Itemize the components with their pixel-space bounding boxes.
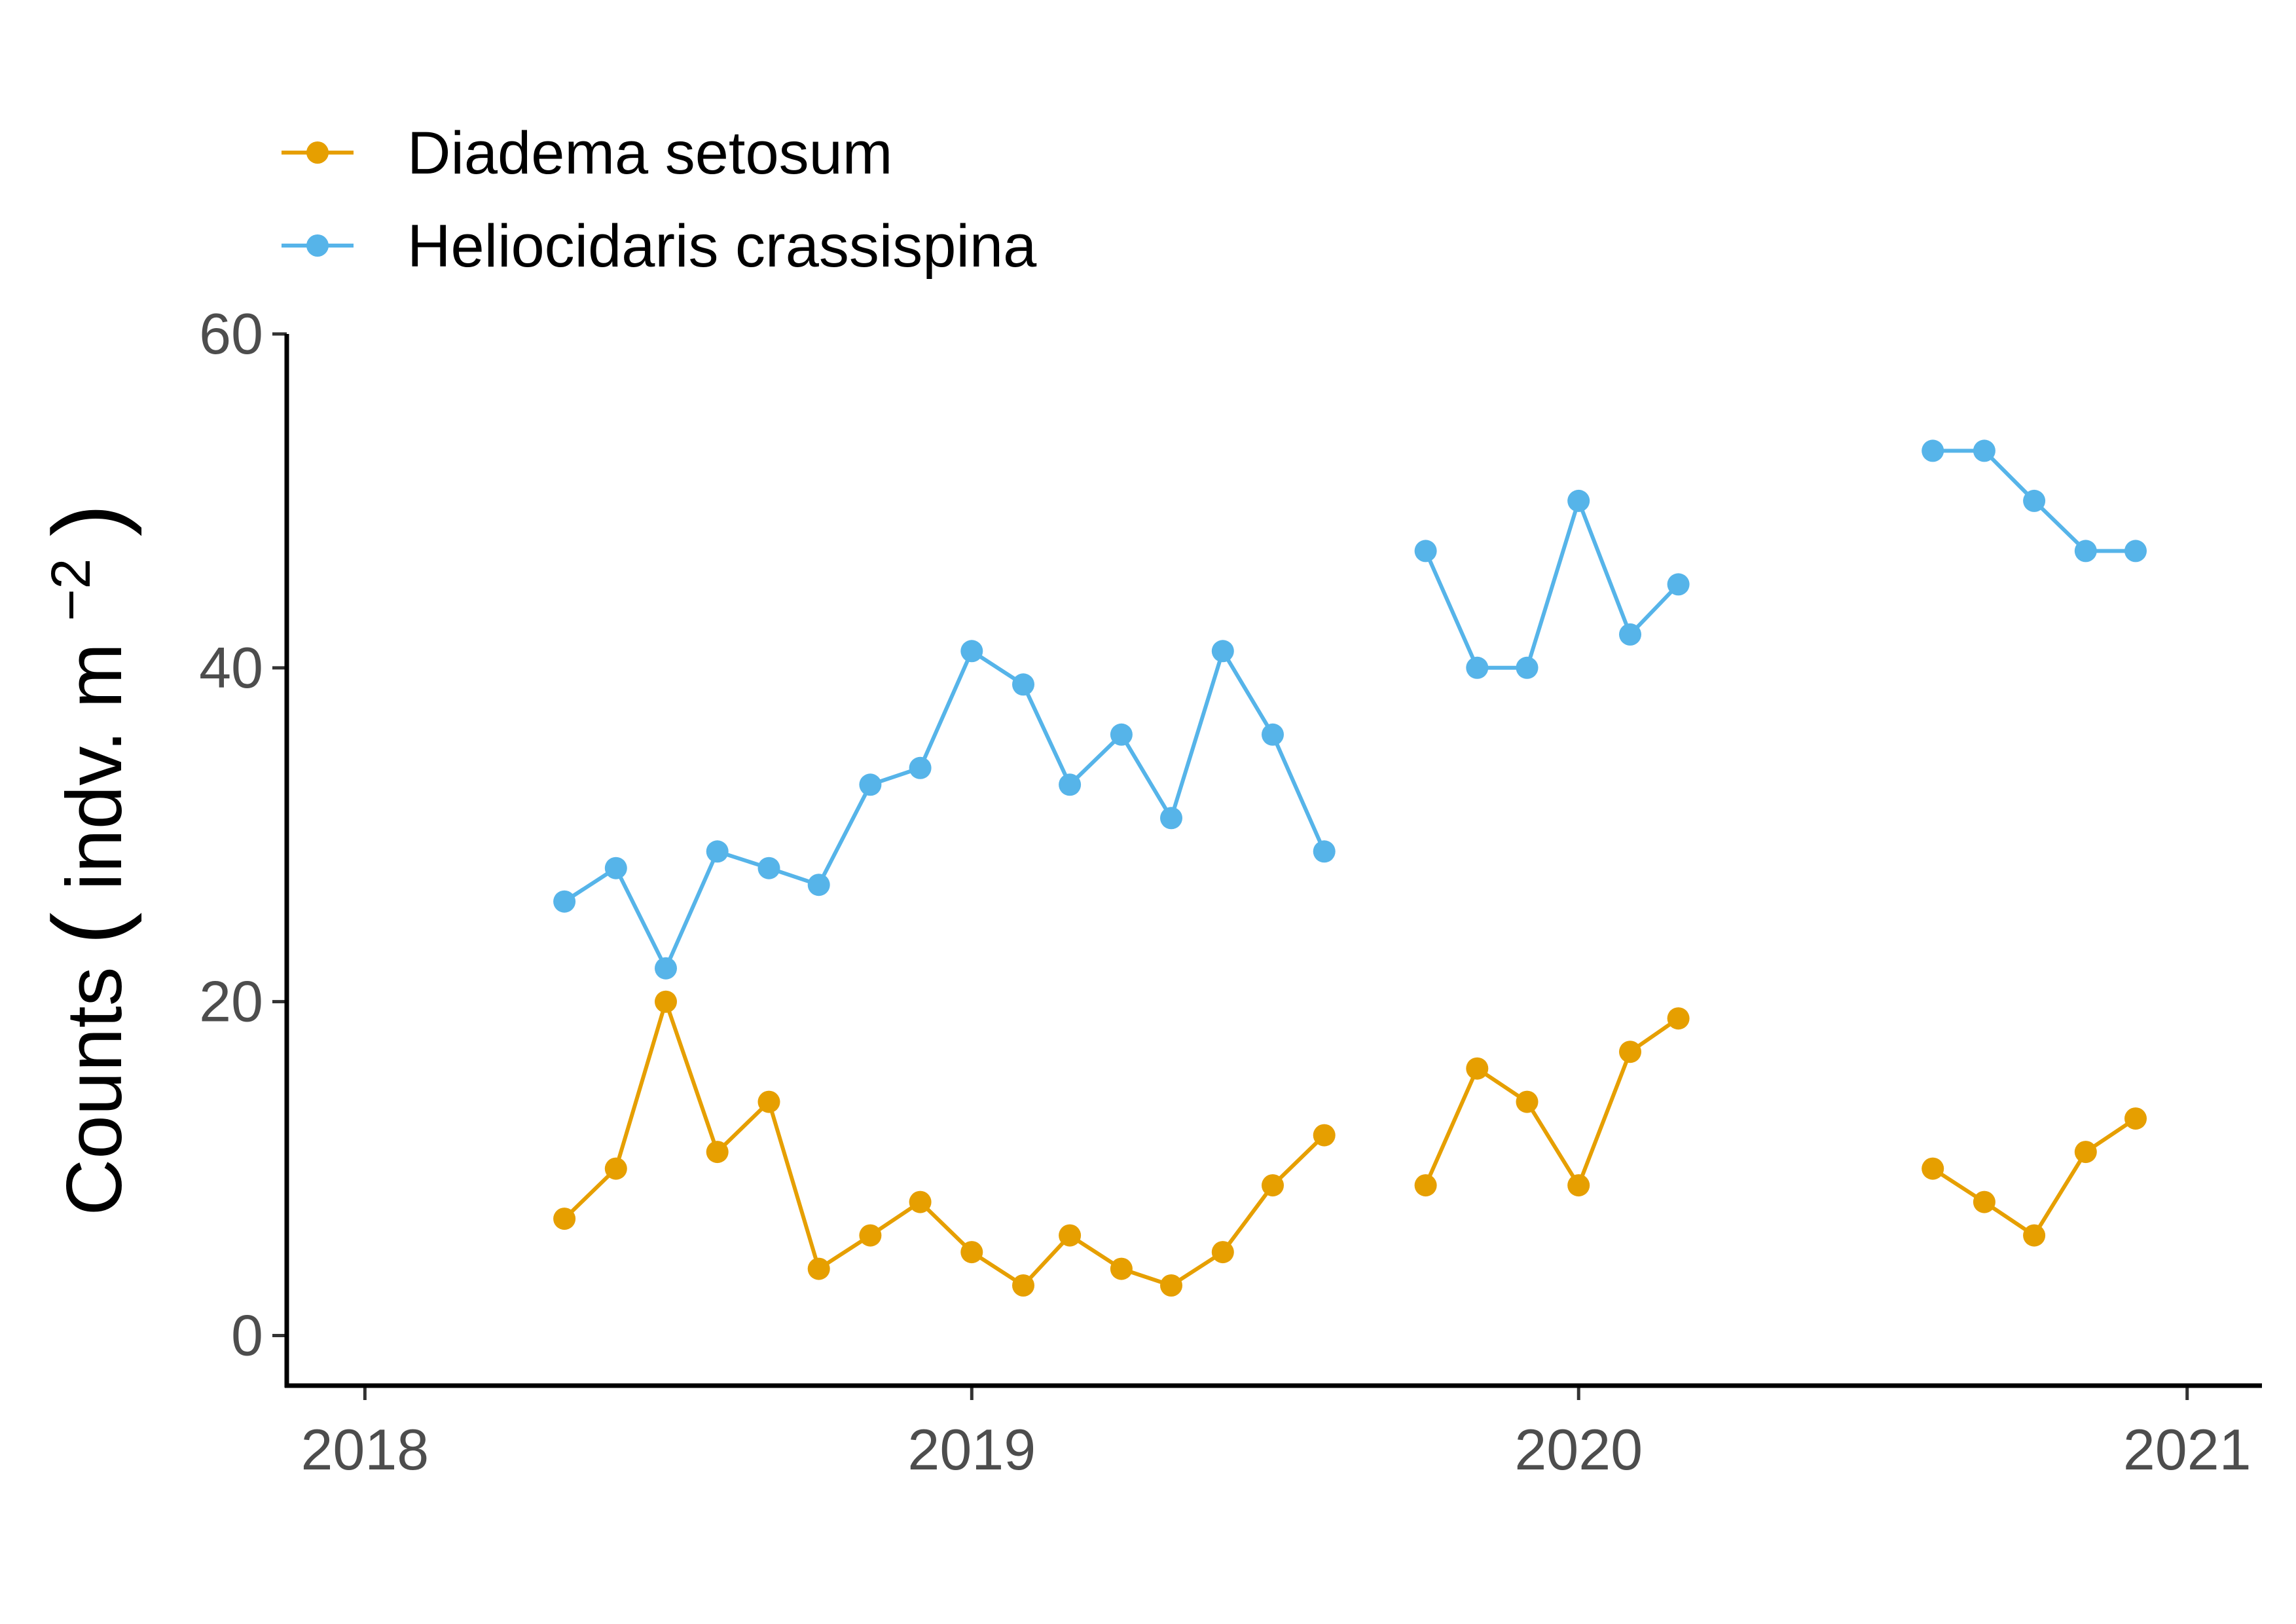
legend-background	[229, 98, 1146, 308]
data-point	[1059, 773, 1082, 796]
data-point	[2023, 1224, 2046, 1247]
data-point	[1110, 1257, 1133, 1280]
series-1	[553, 439, 2147, 980]
data-point	[909, 756, 932, 779]
series-line	[1931, 1116, 2137, 1238]
data-point	[1262, 723, 1284, 746]
data-point	[807, 1257, 830, 1280]
series-line	[1423, 498, 1680, 670]
data-point	[1567, 1174, 1590, 1197]
data-point	[859, 773, 882, 796]
data-point	[1414, 540, 1437, 563]
data-point	[1922, 439, 1944, 462]
data-point	[1973, 1190, 1995, 1213]
data-point	[706, 840, 729, 863]
data-point	[1667, 573, 1690, 596]
series-line	[563, 999, 1326, 1287]
x-tick-label: 2020	[1514, 1417, 1643, 1482]
data-point	[1922, 1157, 1944, 1180]
y-axis-title-open-paren: (	[32, 912, 142, 945]
data-point	[1313, 1124, 1336, 1147]
y-tick-label: 60	[199, 301, 263, 366]
data-point	[1667, 1007, 1690, 1030]
data-point	[2124, 540, 2147, 563]
y-axis-title-close-paren: )	[32, 504, 142, 536]
data-point	[2124, 1107, 2147, 1130]
data-point	[1012, 673, 1034, 696]
legend-key-point	[306, 234, 329, 257]
data-point	[1619, 1041, 1641, 1063]
data-point	[960, 640, 983, 663]
legend-label: Heliocidaris crassispina	[407, 213, 1037, 280]
data-point	[655, 957, 677, 980]
x-tick-label: 2019	[907, 1417, 1036, 1482]
legend-key-point	[306, 141, 329, 164]
data-point	[1619, 623, 1641, 646]
y-tick-label: 0	[231, 1303, 263, 1368]
x-tick-labels: 2018 2019 2020 2021	[301, 1417, 2251, 1482]
data-point	[2074, 540, 2097, 563]
series-group	[553, 439, 2147, 1297]
legend-label: Diadema setosum	[407, 120, 892, 187]
data-point	[1414, 1174, 1437, 1197]
data-point	[553, 1208, 576, 1230]
x-tick-label: 2018	[301, 1417, 429, 1482]
y-axis-title-main: Counts	[50, 967, 138, 1215]
y-axis-title: Counts ( indv. m −2 )	[19, 504, 142, 1215]
data-point	[757, 1090, 780, 1113]
data-point	[960, 1241, 983, 1264]
data-point	[1466, 1057, 1489, 1080]
data-point	[1110, 723, 1133, 746]
data-point	[553, 890, 576, 913]
data-point	[1211, 1241, 1234, 1264]
data-point	[655, 990, 677, 1013]
data-point	[1516, 1090, 1539, 1113]
data-point	[604, 1157, 627, 1180]
data-point	[859, 1224, 882, 1247]
data-point	[1313, 840, 1336, 863]
y-tick-label: 40	[199, 635, 263, 700]
series-0	[553, 990, 2147, 1297]
series-line	[1423, 1016, 1680, 1188]
data-point	[1973, 439, 1995, 462]
y-tick-labels: 0 20 40 60	[199, 301, 263, 1368]
axis-ticks	[272, 332, 2189, 1400]
data-point	[2074, 1141, 2097, 1164]
data-point	[706, 1141, 729, 1164]
data-point	[909, 1190, 932, 1213]
x-tick-label: 2021	[2123, 1417, 2251, 1482]
y-axis-title-unit: indv. m	[50, 643, 138, 891]
y-axis-title-exponent: −2	[40, 559, 101, 621]
data-point	[1160, 807, 1182, 830]
legend: Diadema setosum Heliocidaris crassispina	[282, 120, 1037, 280]
data-point	[1211, 640, 1234, 663]
data-point	[1059, 1224, 1082, 1247]
y-tick-label: 20	[199, 969, 263, 1034]
data-point	[1012, 1274, 1034, 1297]
data-point	[604, 857, 627, 879]
data-point	[1262, 1174, 1284, 1197]
data-point	[757, 857, 780, 879]
data-point	[2023, 489, 2046, 512]
series-line	[563, 649, 1326, 970]
data-point	[807, 874, 830, 896]
data-point	[1160, 1274, 1182, 1297]
data-point	[1466, 656, 1489, 679]
data-point	[1516, 656, 1539, 679]
data-point	[1567, 489, 1590, 512]
